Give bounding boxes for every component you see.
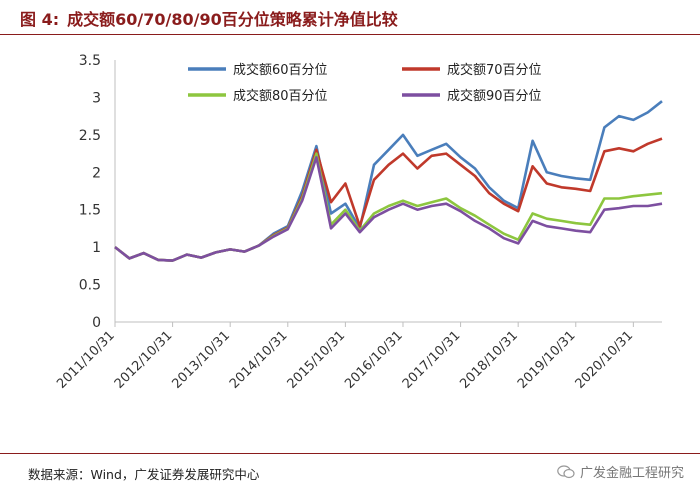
series-line-3: [114, 152, 663, 262]
y-tick-label: 1: [92, 240, 101, 256]
legend-label: 成交额60百分位: [233, 62, 328, 78]
x-tick-label: 2020/10/31: [573, 328, 637, 392]
x-tick-label: 2016/10/31: [342, 328, 406, 392]
x-tick-label: 2018/10/31: [457, 328, 521, 392]
x-tick-label: 2017/10/31: [400, 328, 464, 392]
x-tick-label: 2013/10/31: [169, 328, 233, 392]
figure-title: 图 4: 成交额60/70/80/90百分位策略累计净值比较: [20, 6, 398, 30]
figure-header: 图 4: 成交额60/70/80/90百分位策略累计净值比较: [0, 0, 700, 35]
y-tick-label: 1.5: [79, 203, 101, 219]
x-tick-label: 2012/10/31: [112, 328, 176, 392]
x-tick-label: 2019/10/31: [515, 328, 579, 392]
y-tick-label: 0.5: [79, 278, 101, 294]
legend-label: 成交额70百分位: [447, 62, 542, 78]
series-line-1: [114, 100, 663, 262]
x-tick-label: 2011/10/31: [54, 328, 118, 392]
legend-label: 成交额90百分位: [447, 88, 542, 104]
y-tick-label: 2: [92, 165, 101, 181]
figure-title-text: 成交额60/70/80/90百分位策略累计净值比较: [67, 10, 398, 29]
watermark: 广发金融工程研究: [557, 462, 684, 481]
y-tick-label: 0: [92, 315, 101, 331]
legend-label: 成交额80百分位: [233, 88, 328, 104]
figure-label: 图 4:: [20, 10, 60, 29]
series-line-2: [114, 137, 663, 262]
wechat-icon: [557, 464, 575, 478]
source-divider: [0, 453, 700, 454]
line-chart: 0 0.5 1 1.5 2 2.5 3 3.5 2011/10/312012/10/312013…: [54, 53, 663, 392]
x-tick-label: 2014/10/31: [227, 328, 291, 392]
series-line-4: [114, 156, 663, 262]
y-tick-label: 2.5: [79, 128, 101, 144]
watermark-text: 广发金融工程研究: [579, 466, 684, 481]
y-tick-label: 3.5: [79, 53, 101, 69]
x-tick-label: 2015/10/31: [285, 328, 349, 392]
y-tick-label: 3: [92, 90, 101, 106]
source-note: 数据来源：Wind，广发证券发展研究中心: [28, 467, 260, 482]
